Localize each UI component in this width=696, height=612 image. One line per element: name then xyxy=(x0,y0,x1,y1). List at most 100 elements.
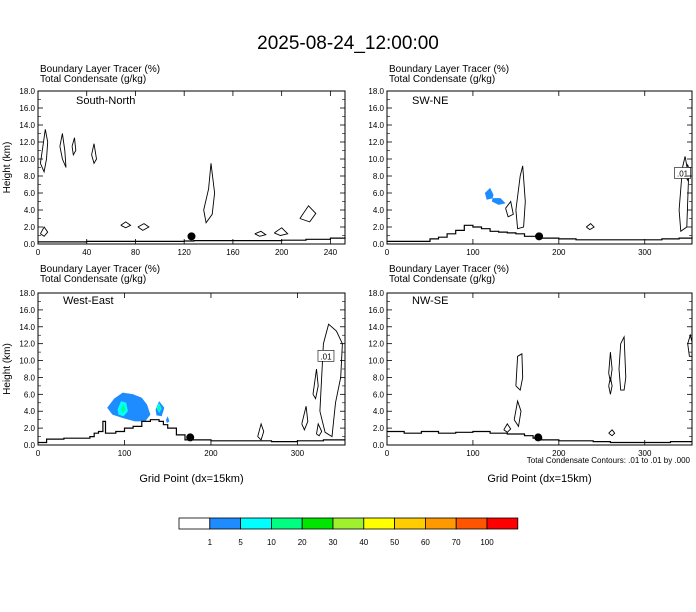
y-tick-label: 6.0 xyxy=(373,189,385,198)
condensate-contour xyxy=(312,368,319,400)
y-tick-label: 0.0 xyxy=(373,441,385,450)
tracer-fill xyxy=(121,404,126,413)
condensate-contour xyxy=(91,143,97,165)
y-tick-label: 12.0 xyxy=(368,138,384,147)
colorbar-box xyxy=(424,517,457,530)
y-tick-label: 12.0 xyxy=(368,340,384,349)
condensate-contour xyxy=(254,230,267,237)
contour-label-box xyxy=(317,350,335,362)
x-tick-label: 200 xyxy=(275,248,289,257)
condensate-contour xyxy=(687,333,693,357)
panel-header-line1: Boundary Layer Tracer (%) xyxy=(40,264,160,275)
y-tick-label: 18.0 xyxy=(19,87,35,96)
y-tick-label: 12.0 xyxy=(19,340,35,349)
colorbar-label: 50 xyxy=(390,538,399,547)
panel-plot: 0.0 2.0 4.0 6.0 8.0 10.0 12.0 14.0 16.0 18.0 0 100 2… xyxy=(368,289,693,485)
location-marker xyxy=(535,232,544,241)
plot-frame xyxy=(386,90,693,245)
y-tick-label: 18.0 xyxy=(368,289,384,298)
x-tick-label: 80 xyxy=(131,248,140,257)
x-tick-label: 200 xyxy=(552,248,566,257)
x-tick-label: 160 xyxy=(226,248,240,257)
panel-label: South-North xyxy=(76,95,135,107)
condensate-contour xyxy=(586,223,595,231)
panel-header-line2: Total Condensate (g/kg) xyxy=(40,74,146,85)
terrain-line xyxy=(387,430,692,444)
x-tick-label: 100 xyxy=(466,449,480,458)
colorbar-box xyxy=(486,517,519,530)
y-tick-label: 2.0 xyxy=(24,223,36,232)
tracer-fill xyxy=(107,392,151,422)
y-tick-label: 0.0 xyxy=(24,441,36,450)
x-tick-label: 240 xyxy=(324,248,338,257)
panel-plot: 0.0 2.0 4.0 6.0 8.0 10.0 12.0 14.0 16.0 18.0 0 40 80… xyxy=(2,87,346,257)
y-tick-label: 16.0 xyxy=(368,306,384,315)
y-tick-label: 12.0 xyxy=(19,138,35,147)
condensate-contour xyxy=(513,399,522,428)
x-tick-label: 0 xyxy=(385,248,390,257)
y-tick-label: 2.0 xyxy=(373,223,385,232)
condensate-contour xyxy=(319,323,343,438)
condensate-contour xyxy=(120,221,132,229)
y-tick-label: 2.0 xyxy=(373,424,385,433)
colorbar-box xyxy=(394,517,426,530)
panel-header-line2: Total Condensate (g/kg) xyxy=(389,274,495,285)
condensate-contour xyxy=(39,129,49,174)
y-tick-label: 6.0 xyxy=(373,390,385,399)
contour-label: .01 xyxy=(320,352,332,361)
condensate-contour xyxy=(608,352,613,382)
y-tick-label: 8.0 xyxy=(373,373,385,382)
x-tick-label: 200 xyxy=(204,449,218,458)
panel-sw-ne: Boundary Layer Tracer (%) Total Condensa… xyxy=(368,64,693,257)
location-marker xyxy=(534,433,543,442)
tracer-fill xyxy=(484,187,506,205)
x-tick-label: 100 xyxy=(466,248,480,257)
condensate-contour xyxy=(40,226,49,237)
x-tick-label: 0 xyxy=(385,449,390,458)
y-tick-label: 8.0 xyxy=(24,172,36,181)
panel-plot: .01 0.0 2.0 4.0 6.0 8.0 10.0 12.0 14.0 16.0 18.0 0 1… xyxy=(2,289,346,485)
y-tick-label: 4.0 xyxy=(24,206,36,215)
colorbar: 1 5 10 20 30 40 50 60 70 100 xyxy=(178,517,519,547)
y-tick-label: 10.0 xyxy=(368,357,384,366)
contour-label: .01 xyxy=(677,169,689,178)
condensate-contour xyxy=(608,429,616,437)
condensate-contour xyxy=(59,133,67,168)
terrain-line xyxy=(38,419,345,444)
x-axis-title: Grid Point (dx=15km) xyxy=(139,473,243,485)
plot-frame xyxy=(37,90,346,245)
y-tick-label: 8.0 xyxy=(24,373,36,382)
y-tick-label: 16.0 xyxy=(19,104,35,113)
colorbar-box xyxy=(332,517,365,530)
panel-plot: .01 0.0 2.0 4.0 6.0 8.0 10.0 12.0 14.0 16.0 18.0 0 1… xyxy=(368,87,693,257)
y-tick-label: 4.0 xyxy=(373,407,385,416)
x-tick-label: 200 xyxy=(552,449,566,458)
condensate-contour xyxy=(515,353,524,392)
x-tick-label: 300 xyxy=(638,449,652,458)
y-tick-label: 6.0 xyxy=(24,189,36,198)
x-axis-title: Grid Point (dx=15km) xyxy=(487,473,591,485)
x-tick-label: 120 xyxy=(178,248,192,257)
panel-header-line1: Boundary Layer Tracer (%) xyxy=(40,64,160,75)
x-tick-label: 300 xyxy=(291,449,305,458)
y-tick-label: 14.0 xyxy=(19,121,35,130)
colorbar-box xyxy=(301,517,334,530)
colorbar-label: 70 xyxy=(452,538,461,547)
condensate-contour xyxy=(299,205,317,223)
y-tick-label: 18.0 xyxy=(368,87,384,96)
terrain-line xyxy=(387,224,693,242)
x-tick-label: 40 xyxy=(82,248,91,257)
panel-west-east: Boundary Layer Tracer (%) Total Condensa… xyxy=(2,264,346,485)
panel-south-north: Boundary Layer Tracer (%) Total Condensa… xyxy=(2,64,346,257)
condensate-contour xyxy=(301,406,309,431)
panel-header-line2: Total Condensate (g/kg) xyxy=(389,74,495,85)
panel-label: NW-SE xyxy=(412,295,448,307)
colorbar-box xyxy=(240,517,272,530)
y-axis-title: Height (km) xyxy=(2,343,13,395)
condensate-contour xyxy=(608,377,613,395)
contour-label-box xyxy=(674,167,691,179)
panel-header-line1: Boundary Layer Tracer (%) xyxy=(389,264,509,275)
x-tick-label: 0 xyxy=(36,449,41,458)
y-tick-label: 4.0 xyxy=(373,206,385,215)
